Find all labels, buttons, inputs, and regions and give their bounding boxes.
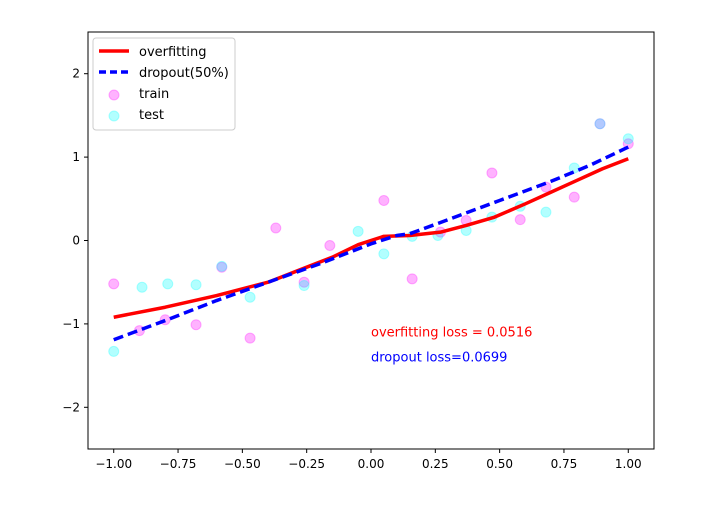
train-point [378,194,390,206]
test-point [244,291,256,303]
train-point [514,214,526,226]
train-point [216,261,228,273]
x-tick-label: −0.75 [160,457,197,471]
x-tick-label: 0.25 [422,457,449,471]
x-tick-label: 0.50 [486,457,513,471]
legend-label: train [139,87,169,102]
train-point [190,319,202,331]
legend-label: overfitting [139,45,206,60]
y-tick-label: 1 [72,150,80,164]
x-tick-label: −0.25 [288,457,325,471]
test-point [190,279,202,291]
legend-box [92,37,236,131]
x-tick-label: −0.50 [224,457,261,471]
test-point [162,278,174,290]
test-point [216,260,228,272]
overfitting-line [113,157,629,319]
y-tick-label: 2 [72,67,80,81]
test-point [136,281,148,293]
x-tick-label: 1.00 [615,457,642,471]
train-point [486,167,498,179]
y-tick-label: −1 [62,317,80,331]
test-point [594,118,606,130]
train-point [270,222,282,234]
train-point [298,276,310,288]
legend-swatch-marker [108,89,120,101]
x-tick-label: 0.75 [551,457,578,471]
plot-marks [108,118,634,357]
train-point [594,118,606,130]
legend-label: test [139,108,164,123]
test-point [352,225,364,237]
annotations: overfitting loss = 0.0516 dropout loss=0.… [371,325,532,365]
dropout-50--line [113,145,630,342]
x-tick-label: 0.00 [358,457,385,471]
y-tick-label: −2 [62,400,80,414]
legend-label: dropout(50%) [139,66,229,81]
legend-swatch-marker [108,110,120,122]
y-axis-ticks: −2 −1 0 1 2 [62,67,88,414]
loss-annotation: dropout loss=0.0699 [371,350,507,365]
x-axis-ticks: −1.00 −0.75 −0.50 −0.25 0.00 0.25 0.50 0.75 1.00 [95,449,642,471]
train-point [406,273,418,285]
train-point [108,278,120,290]
legend: overfitting dropout(50%) train test [92,37,236,131]
x-tick-label: −1.00 [95,457,132,471]
test-point [378,248,390,260]
train-point [244,332,256,344]
test-point [540,206,552,218]
loss-annotation: overfitting loss = 0.0516 [371,325,532,340]
train-point [568,191,580,203]
test-point [108,345,120,357]
test-point [298,280,310,292]
y-tick-label: 0 [72,234,80,248]
test-point [622,133,634,145]
train-point [324,240,336,252]
